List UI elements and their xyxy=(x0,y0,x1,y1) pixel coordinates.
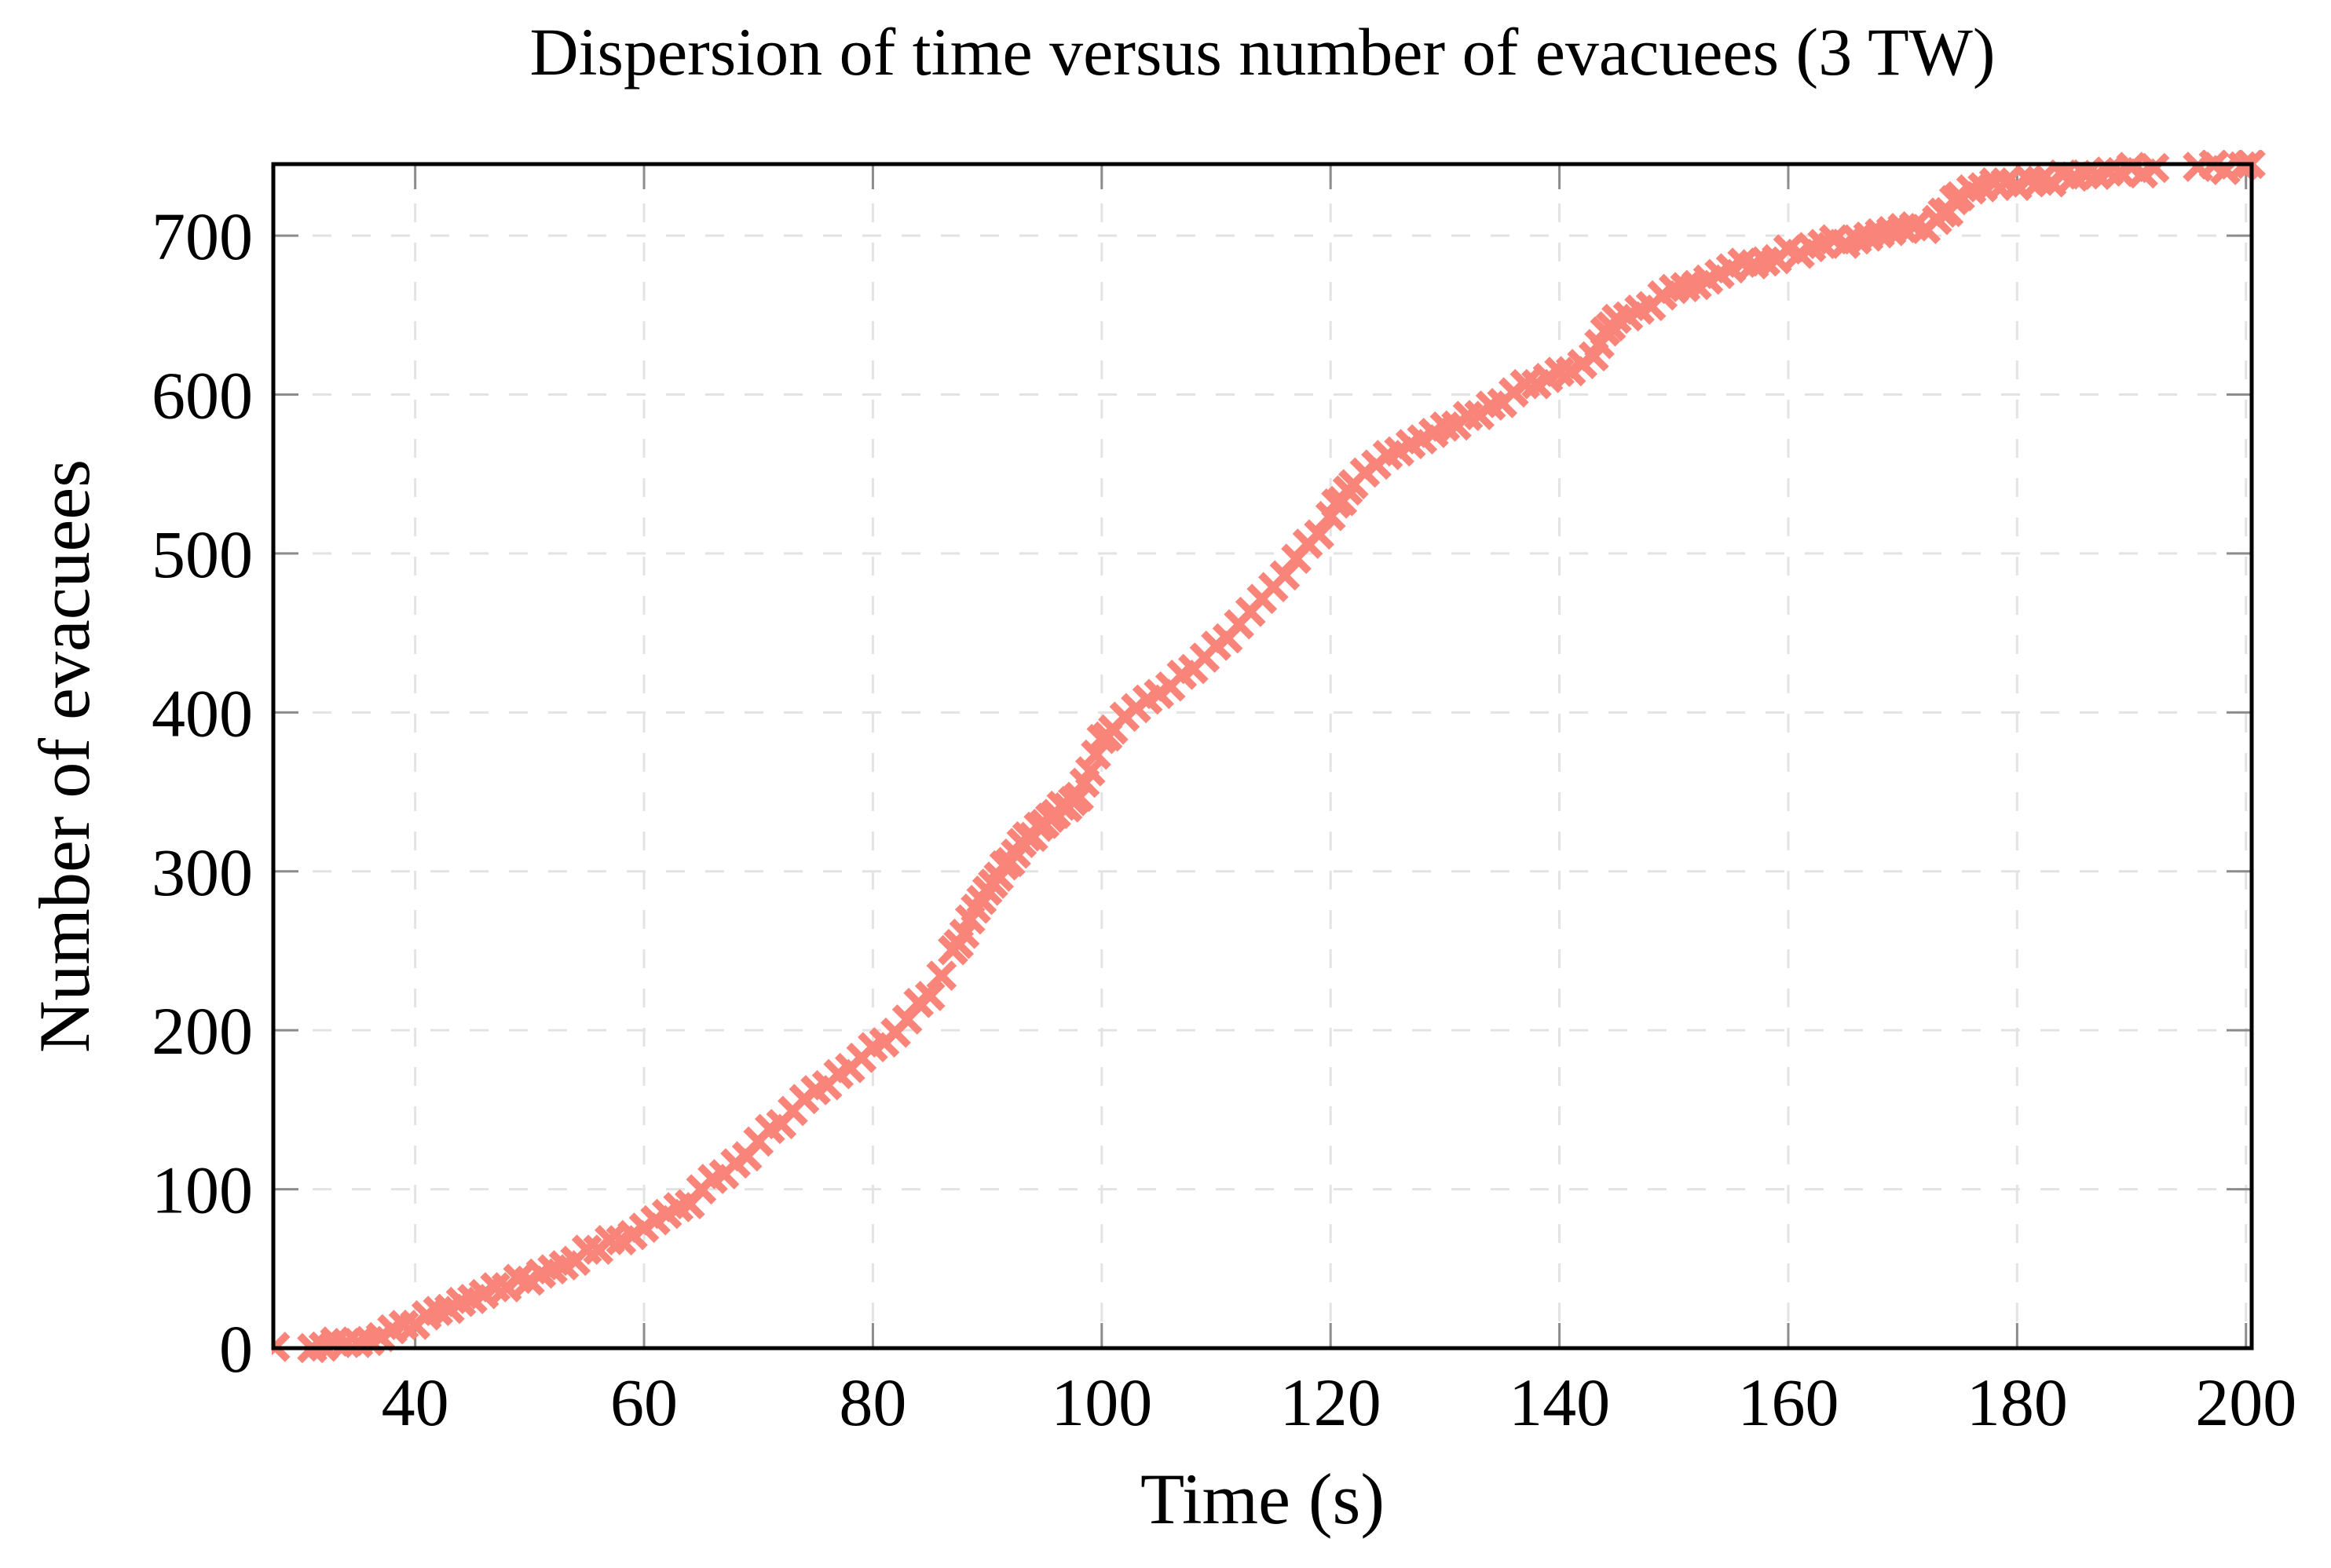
y-tick-label: 100 xyxy=(152,1153,253,1228)
x-tick-label: 140 xyxy=(1509,1365,1610,1440)
x-tick-label: 200 xyxy=(2195,1365,2296,1440)
data-point-marker xyxy=(914,981,946,1011)
x-tick-label: 80 xyxy=(839,1365,906,1440)
data-point-marker xyxy=(1074,755,1106,787)
y-axis-label: Number of evacuees xyxy=(24,459,104,1054)
y-tick-label: 300 xyxy=(152,835,253,910)
data-series xyxy=(272,150,2266,1364)
data-point-marker xyxy=(2139,152,2170,184)
x-tick-label: 120 xyxy=(1280,1365,1381,1440)
data-point-marker xyxy=(1304,519,1334,550)
x-axis-label: Time (s) xyxy=(1140,1459,1385,1539)
axis-border xyxy=(271,162,2254,1351)
y-tick-label: 400 xyxy=(152,675,253,751)
y-tick-label: 200 xyxy=(152,993,253,1069)
x-tick-label: 60 xyxy=(610,1365,678,1440)
y-tick-label: 0 xyxy=(219,1311,253,1387)
x-tick-label: 40 xyxy=(382,1365,449,1440)
data-point-marker xyxy=(926,960,957,991)
y-tick-label: 500 xyxy=(152,517,253,592)
x-tick-label: 100 xyxy=(1051,1365,1152,1440)
chart-title: Dispersion of time versus number of evac… xyxy=(529,14,1996,90)
y-tick-label: 600 xyxy=(152,358,253,433)
x-tick-label: 160 xyxy=(1737,1365,1839,1440)
y-tick-label: 700 xyxy=(152,199,253,274)
x-tick-label: 180 xyxy=(1967,1365,2068,1440)
